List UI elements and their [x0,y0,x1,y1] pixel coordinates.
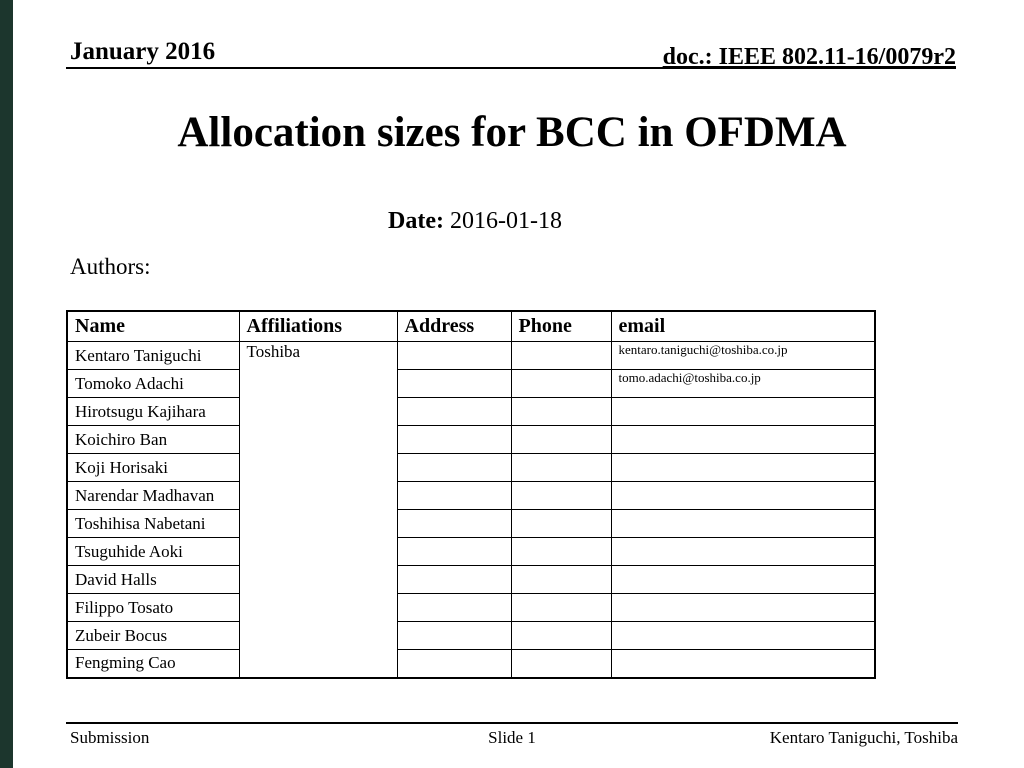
table-row: David Halls [66,565,876,594]
author-email [610,481,876,510]
phone-cell [510,621,612,650]
author-email [610,453,876,482]
column-header-address: Address [396,310,512,342]
table-row: Fengming Cao [66,649,876,678]
table-row: Tomoko Adachi tomo.adachi@toshiba.co.jp [66,369,876,398]
date-value: 2016-01-18 [449,208,562,234]
address-cell [396,649,512,678]
author-email [610,621,876,650]
address-cell [396,509,512,538]
author-name: Koichiro Ban [66,425,240,454]
author-name: Tomoko Adachi [66,369,240,398]
table-row: Hirotsugu Kajihara [66,397,876,426]
address-cell [396,397,512,426]
phone-cell [510,649,612,678]
author-email: tomo.adachi@toshiba.co.jp [610,369,876,398]
author-email [610,537,876,566]
address-cell [396,593,512,622]
date-label: Date: [388,208,444,234]
authors-table: Name Affiliations Address Phone email Ke… [66,310,876,679]
author-name: Filippo Tosato [66,593,240,622]
author-email [610,565,876,594]
column-header-affiliations: Affiliations [238,310,398,342]
address-cell [396,537,512,566]
author-name: Tsuguhide Aoki [66,537,240,566]
address-cell [396,453,512,482]
table-row: Zubeir Bocus [66,621,876,650]
address-cell [396,621,512,650]
slide-title: Allocation sizes for BCC in OFDMA [177,109,847,156]
phone-cell [510,537,612,566]
table-row: Filippo Tosato [66,593,876,622]
table-row: Toshihisa Nabetani [66,509,876,538]
footer-submission: Submission [70,728,150,747]
authors-label: Authors: [70,254,151,279]
author-email: kentaro.taniguchi@toshiba.co.jp [610,341,876,370]
table-header-row: Name Affiliations Address Phone email [66,310,876,342]
author-name: Hirotsugu Kajihara [66,397,240,426]
header-rule [66,67,956,69]
address-cell [396,341,512,370]
author-name: Narendar Madhavan [66,481,240,510]
phone-cell [510,453,612,482]
author-name: Toshihisa Nabetani [66,509,240,538]
header-date: January 2016 [70,38,216,65]
table-row: Koji Horisaki [66,453,876,482]
column-header-email: email [610,310,876,342]
address-cell [396,481,512,510]
address-cell [396,565,512,594]
author-name: David Halls [66,565,240,594]
table-row: Koichiro Ban [66,425,876,454]
footer-rule [66,722,958,724]
address-cell [396,425,512,454]
column-header-phone: Phone [510,310,612,342]
footer-slide-number: Slide 1 [488,728,536,747]
column-header-name: Name [66,310,240,342]
author-email [610,425,876,454]
author-email [610,397,876,426]
author-name: Koji Horisaki [66,453,240,482]
phone-cell [510,397,612,426]
phone-cell [510,593,612,622]
address-cell [396,369,512,398]
phone-cell [510,341,612,370]
author-email [610,509,876,538]
slide-edge-accent-bar [0,0,13,768]
phone-cell [510,481,612,510]
author-email [610,593,876,622]
table-row: Tsuguhide Aoki [66,537,876,566]
author-name: Kentaro Taniguchi [66,341,240,370]
author-name: Fengming Cao [66,649,240,678]
affiliation-cell: Toshiba [238,341,398,678]
author-email [610,649,876,678]
footer-author: Kentaro Taniguchi, Toshiba [769,728,958,747]
author-name: Zubeir Bocus [66,621,240,650]
phone-cell [510,509,612,538]
header-doc-number: doc.: IEEE 802.11-16/0079r2 [662,44,956,70]
phone-cell [510,565,612,594]
date-line: Date: 2016-01-18 [0,208,950,235]
phone-cell [510,425,612,454]
table-row: Narendar Madhavan [66,481,876,510]
table-row: Kentaro Taniguchi Toshiba kentaro.tanigu… [66,341,876,678]
phone-cell [510,369,612,398]
